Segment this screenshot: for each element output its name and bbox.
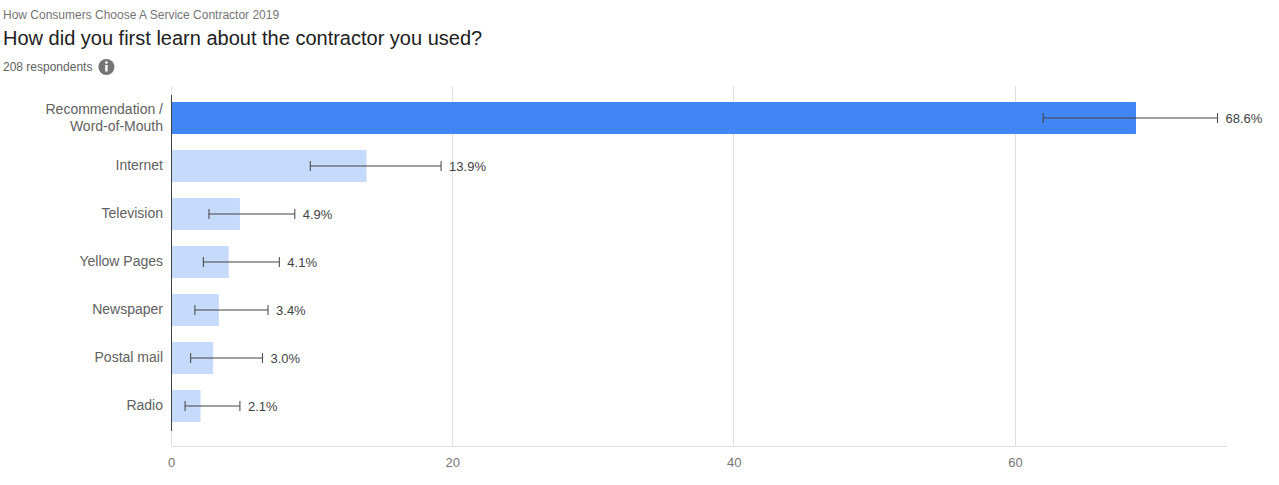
category-label-line: Postal mail [95, 349, 163, 365]
error-bar-cap-low [310, 161, 311, 171]
grid-line [171, 86, 172, 446]
y-tick: Yellow Pages [79, 253, 171, 269]
error-bar-cap-low [208, 209, 209, 219]
error-bar-cap-high [1217, 113, 1218, 123]
error-bar [185, 401, 240, 411]
grid-line [1015, 86, 1016, 446]
error-bar-cap-high [239, 401, 240, 411]
error-bar-line [209, 214, 295, 215]
grid [171, 86, 1015, 446]
y-tick: Newspaper [92, 301, 171, 317]
info-icon-stem [105, 65, 107, 72]
error-bar-line [1043, 118, 1217, 119]
y-axis: Recommendation /Word-of-Mouth Internet Tel… [45, 95, 171, 431]
error-bar-line [203, 262, 279, 263]
x-tick: 40 [727, 446, 741, 470]
data-label: 4.1% [287, 255, 317, 270]
error-bar [1043, 113, 1217, 123]
category-label: Television [102, 205, 163, 221]
category-label: Internet [116, 157, 164, 173]
grid-line [452, 86, 453, 446]
category-label: Postal mail [95, 349, 163, 365]
category-label-line: Internet [116, 157, 164, 173]
y-axis-line [171, 95, 172, 431]
x-tick: 60 [1008, 446, 1022, 470]
info-icon-circle [98, 59, 114, 75]
data-label: 3.0% [270, 351, 300, 366]
bar [171, 102, 1136, 134]
category-label: Radio [126, 397, 163, 413]
info-icon [98, 59, 114, 75]
category-label-line: Television [102, 205, 163, 221]
subtitle: How Consumers Choose A Service Contracto… [3, 8, 279, 22]
x-tick-label: 20 [446, 455, 460, 470]
y-tick: Television [102, 205, 171, 221]
x-tick-label: 0 [168, 455, 175, 470]
error-bar-cap-high [262, 353, 263, 363]
data-label: 4.9% [303, 207, 333, 222]
error-bar [191, 353, 263, 363]
x-tick-label: 40 [727, 455, 741, 470]
data-labels: 68.6% 13.9% 4.9% 4.1% 3.4% 3.0% 2.1% [248, 111, 1263, 414]
error-bar-line [195, 310, 268, 311]
category-label-line: Word-of-Mouth [70, 118, 163, 134]
chart: How Consumers Choose A Service Contracto… [0, 0, 1279, 485]
error-bar-line [191, 358, 263, 359]
error-bar [203, 257, 279, 267]
error-bar [209, 209, 295, 219]
error-bar-cap-low [203, 257, 204, 267]
x-tick: 20 [446, 446, 460, 470]
category-label-line: Radio [126, 397, 163, 413]
info-icon-dot [105, 61, 108, 64]
error-bar-line [185, 406, 240, 407]
error-bar-cap-low [1043, 113, 1044, 123]
y-tick: Recommendation /Word-of-Mouth [45, 101, 171, 134]
error-bar-cap-high [441, 161, 442, 171]
y-tick: Postal mail [95, 349, 171, 365]
error-bar-cap-low [190, 353, 191, 363]
error-bar-cap-high [294, 209, 295, 219]
data-label: 13.9% [449, 159, 486, 174]
x-tick-label: 60 [1008, 455, 1022, 470]
data-label: 3.4% [276, 303, 306, 318]
category-label: Yellow Pages [79, 253, 163, 269]
y-tick: Internet [116, 157, 171, 173]
x-axis-line [172, 446, 1227, 447]
category-label-line: Recommendation / [45, 101, 163, 117]
plot-marks [171, 102, 1136, 422]
error-bar-cap-high [268, 305, 269, 315]
error-bar-cap-low [194, 305, 195, 315]
title: How did you first learn about the contra… [3, 27, 482, 49]
x-tick: 0 [168, 446, 175, 470]
error-bar-cap-high [279, 257, 280, 267]
annotation: 208 respondents [3, 60, 92, 74]
error-bar-line [310, 166, 441, 167]
category-label-line: Newspaper [92, 301, 163, 317]
error-bar [195, 305, 268, 315]
grid-line [733, 86, 734, 446]
data-label: 2.1% [248, 399, 278, 414]
y-tick: Radio [126, 397, 171, 413]
data-label: 68.6% [1226, 111, 1263, 126]
category-label: Recommendation /Word-of-Mouth [45, 101, 163, 134]
error-bar [310, 161, 441, 171]
x-axis: 0 20 40 60 [168, 446, 1227, 470]
category-label: Newspaper [92, 301, 163, 317]
error-bar-cap-low [185, 401, 186, 411]
error-bars [185, 113, 1217, 411]
category-label-line: Yellow Pages [79, 253, 163, 269]
